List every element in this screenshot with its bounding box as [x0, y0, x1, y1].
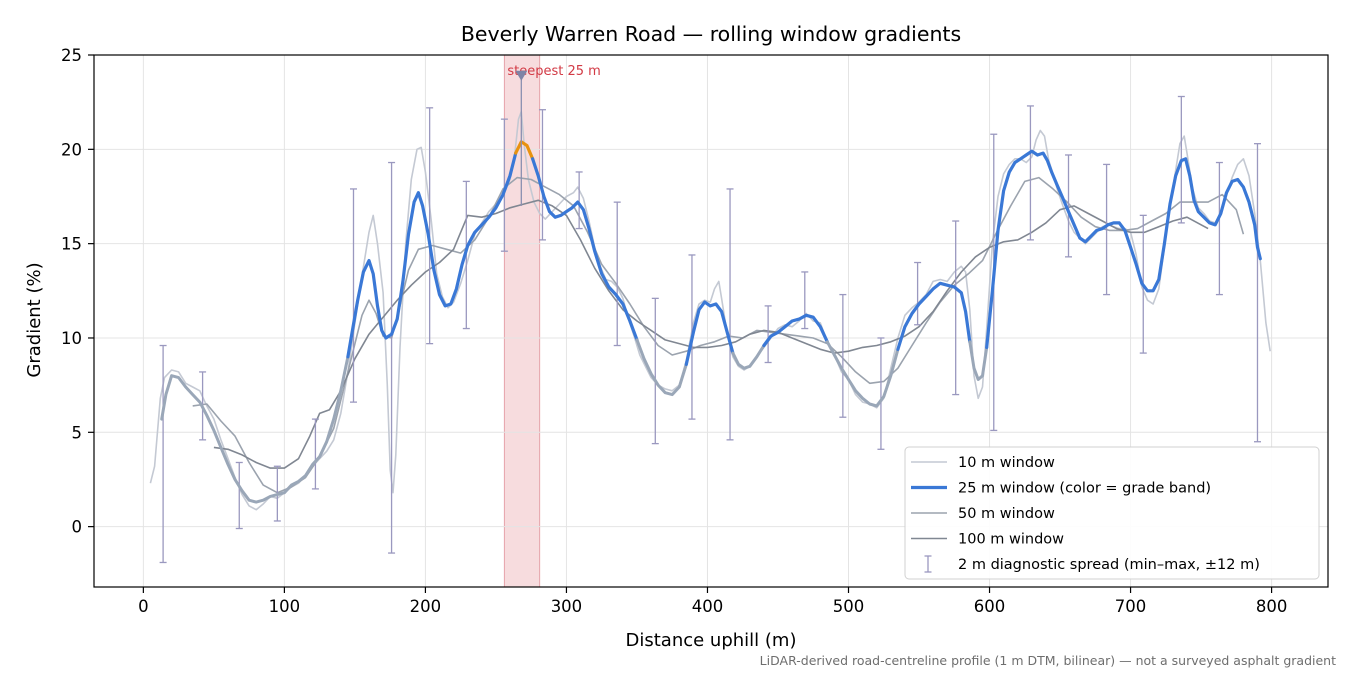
x-tick-label: 700	[1115, 597, 1147, 616]
y-tick-label: 5	[72, 423, 83, 442]
y-tick-label: 25	[61, 46, 82, 65]
y-tick-label: 20	[61, 140, 82, 159]
error-bar	[1215, 161, 1223, 296]
x-tick-label: 200	[410, 597, 442, 616]
series-25m-segment	[346, 151, 518, 359]
x-tick-label: 100	[269, 597, 301, 616]
error-bar	[914, 261, 922, 326]
error-bar	[426, 107, 434, 345]
error-bar	[651, 297, 659, 445]
x-tick-label: 600	[974, 597, 1006, 616]
series-25m-segment	[160, 355, 350, 504]
y-tick-label: 0	[72, 518, 83, 537]
legend-item: 50 m window	[911, 506, 1055, 522]
legend-label: 25 m window (color = grade band)	[958, 481, 1211, 497]
error-bar	[613, 201, 621, 347]
chart-title: Beverly Warren Road — rolling window gra…	[461, 22, 961, 46]
error-bar	[952, 220, 960, 396]
x-tick-label: 800	[1256, 597, 1288, 616]
ticks-layer: 0 100 200 300 400 500 600 700 800 0 5 10 15 20 25	[61, 46, 1287, 616]
x-tick-label: 300	[551, 597, 583, 616]
series-25m-segment	[896, 281, 972, 351]
legend: 10 m window 25 m window (color = grade ba…	[904, 446, 1320, 580]
steepest-window-band	[503, 54, 541, 588]
series-25m-segment	[684, 300, 735, 366]
legend-item: 2 m diagnostic spread (min–max, ±12 m)	[924, 555, 1260, 573]
error-bar	[764, 305, 772, 364]
error-bar	[801, 271, 809, 330]
x-tick-label: 500	[833, 597, 865, 616]
error-bar	[311, 418, 319, 490]
series-25m-segment	[635, 338, 688, 397]
footnote: LiDAR-derived road-centreline profile (1…	[760, 653, 1336, 668]
series-25m-segment	[514, 140, 535, 161]
series-50m-line	[192, 176, 1245, 494]
legend-item: 100 m window	[911, 532, 1064, 548]
highlight-label: steepest 25 m	[507, 64, 600, 79]
series-25m-segment	[762, 313, 829, 348]
series-100m-layer	[213, 199, 1209, 469]
y-tick-label: 10	[61, 329, 82, 348]
error-bar	[235, 461, 243, 530]
error-bar	[388, 161, 396, 554]
legend-item: 10 m window	[911, 455, 1055, 471]
series-25m-segment	[968, 340, 989, 381]
series-25m-segment	[731, 344, 766, 370]
legend-label: 2 m diagnostic spread (min–max, ±12 m)	[958, 557, 1260, 573]
error-bar	[1253, 143, 1261, 443]
x-tick-label: 0	[138, 597, 149, 616]
error-bar	[839, 293, 847, 418]
annotation-layer: steepest 25 m	[507, 64, 601, 206]
error-bar	[1103, 163, 1111, 296]
highlight-marker	[515, 70, 528, 81]
legend-item: 25 m window (color = grade band)	[911, 481, 1211, 497]
error-bar	[1065, 154, 1073, 258]
legend-box	[904, 446, 1320, 580]
error-bar	[538, 109, 546, 241]
error-bar	[877, 337, 885, 450]
series-25m-segment	[825, 340, 900, 408]
legend-label: 100 m window	[958, 532, 1064, 548]
series-25m-layer	[160, 140, 1262, 504]
y-tick-label: 15	[61, 235, 82, 254]
y-axis-label: Gradient (%)	[24, 262, 45, 377]
error-bar	[1026, 105, 1034, 241]
error-bar	[159, 344, 167, 564]
legend-label: 10 m window	[958, 455, 1055, 471]
series-25m-segment	[985, 149, 1262, 349]
highlight-layer	[503, 54, 541, 588]
error-bar	[726, 188, 734, 441]
x-tick-label: 400	[692, 597, 724, 616]
series-25m-segment	[531, 157, 639, 342]
series-100m-line	[213, 199, 1209, 469]
error-bar	[500, 118, 508, 252]
x-axis-label: Distance uphill (m)	[626, 630, 797, 651]
error-bar	[349, 188, 357, 403]
plot-frame	[93, 54, 1329, 588]
legend-label: 50 m window	[958, 506, 1055, 522]
series-50m-layer	[192, 176, 1245, 494]
error-bar	[575, 171, 583, 230]
